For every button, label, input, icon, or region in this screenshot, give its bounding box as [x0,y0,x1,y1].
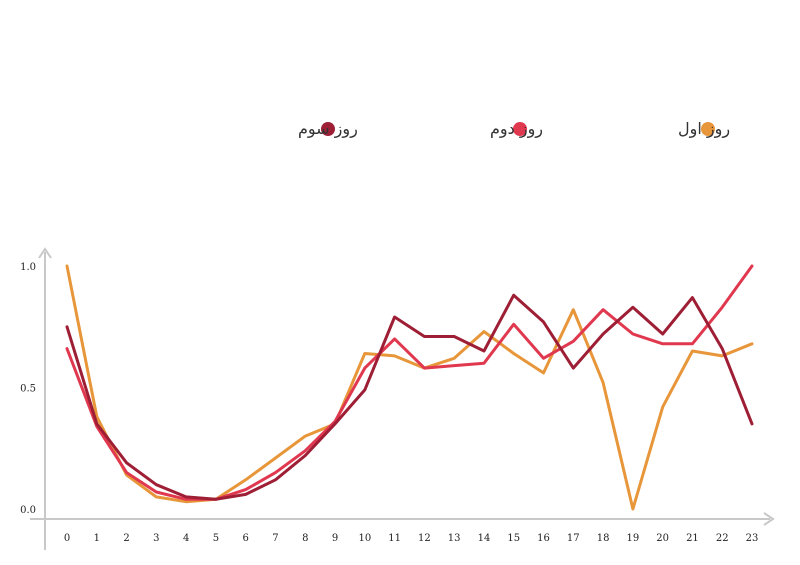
y-tick-label: 0.0 [20,505,36,516]
x-tick-label: 18 [597,533,610,544]
x-tick-label: 12 [418,533,431,544]
x-tick-label: 19 [627,533,640,544]
x-tick-label: 22 [716,533,729,544]
x-tick-label: 17 [567,533,580,544]
legend: روز اول روز دوم روز سوم [298,119,730,139]
x-tick-label: 10 [358,533,371,544]
legend-item-1: روز اول [678,119,730,139]
legend-marker [701,122,715,136]
x-tick-label: 21 [686,533,699,544]
series-line-2 [65,264,754,501]
legend-item-2: روز دوم [490,119,543,139]
series-line-3 [65,293,754,501]
legend-label: روز اول [678,119,730,139]
x-tick-label: 20 [656,533,669,544]
series-line-1 [65,264,754,511]
x-tick-label: 1 [94,533,100,544]
x-tick-label: 23 [746,533,759,544]
legend-label: روز دوم [490,119,543,139]
y-axis-arrow [38,247,52,259]
x-tick-label: 16 [537,533,550,544]
x-tick-label: 11 [388,533,401,544]
x-tick-label: 5 [213,533,219,544]
legend-marker [513,122,527,136]
y-tick-label: 1.0 [20,262,36,273]
series-lines [65,264,754,511]
x-tick-label: 2 [123,533,129,544]
x-tick-label: 9 [332,533,338,544]
x-tick-label: 15 [507,533,520,544]
x-tick-label: 8 [302,533,308,544]
legend-item-3: روز سوم [298,119,358,139]
legend-marker [321,122,335,136]
y-tick-label: 0.5 [20,384,36,395]
x-tick-label: 3 [153,533,159,544]
x-tick-label: 7 [272,533,278,544]
x-tick-label: 13 [448,533,461,544]
tick-labels: 0 1 2 3 4 5 6 7 8 9 10 11 12 13 14 15 16 17 18 19 20 21 22 230.… [20,262,758,544]
x-tick-label: 6 [243,533,249,544]
x-tick-label: 14 [478,533,491,544]
x-tick-label: 0 [64,533,70,544]
x-axis-arrow [763,512,775,526]
axes [30,247,775,550]
legend-label: روز سوم [298,119,358,139]
x-tick-label: 4 [183,533,189,544]
